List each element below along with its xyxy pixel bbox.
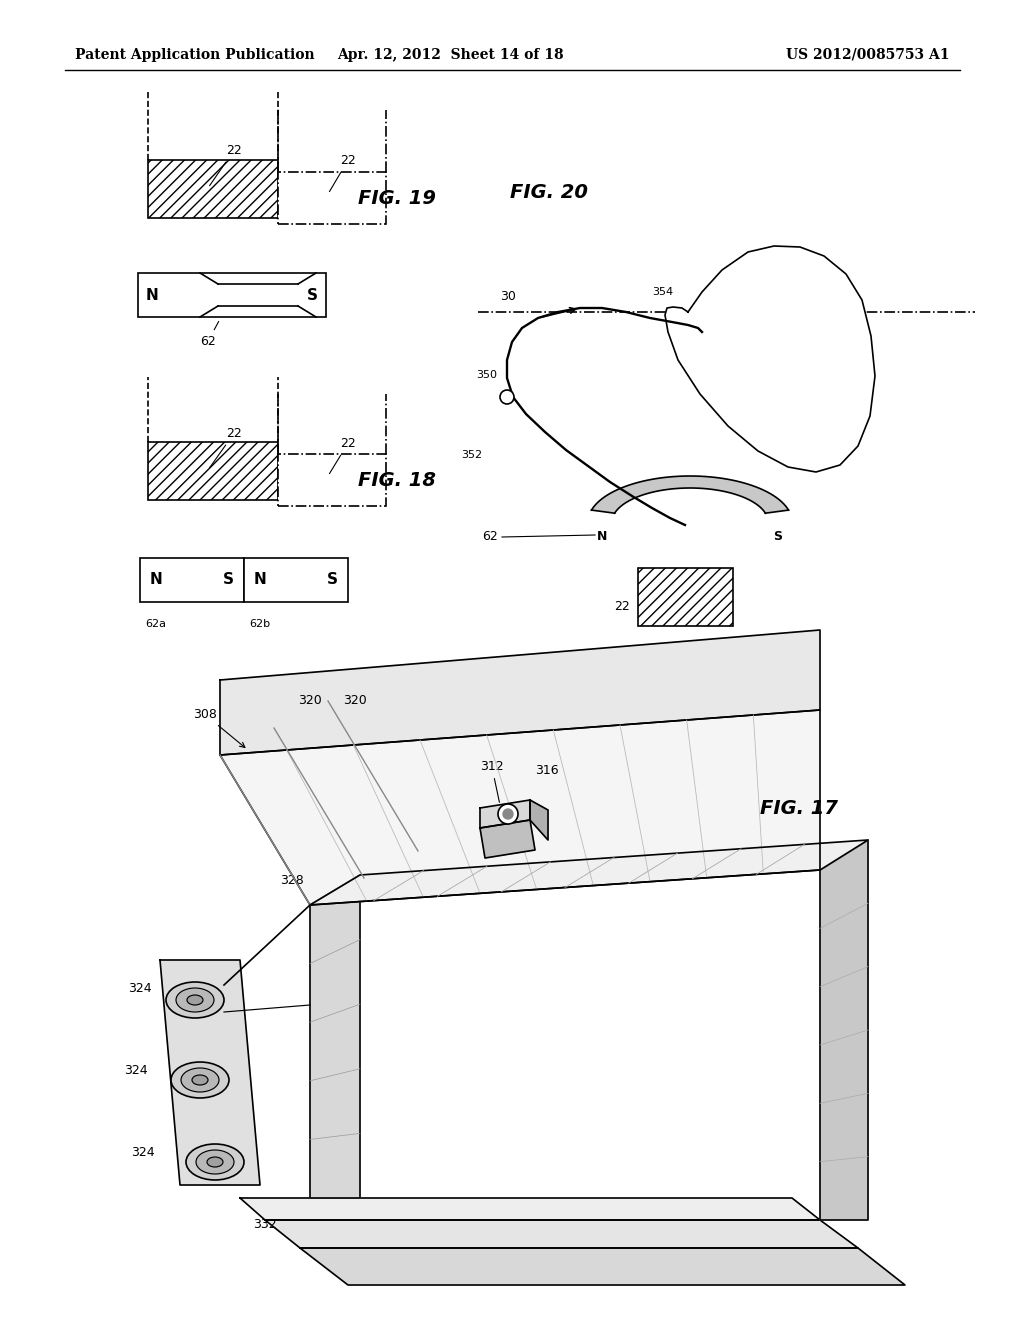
Circle shape <box>500 389 514 404</box>
Text: S: S <box>773 531 782 544</box>
Ellipse shape <box>186 1144 244 1180</box>
Circle shape <box>498 804 518 824</box>
Polygon shape <box>480 820 535 858</box>
Polygon shape <box>220 710 820 906</box>
Text: N: N <box>597 531 607 544</box>
Bar <box>148 442 278 500</box>
Polygon shape <box>220 630 820 755</box>
Bar <box>638 568 733 626</box>
Text: FIG. 19: FIG. 19 <box>358 189 436 207</box>
Text: 30: 30 <box>500 289 516 302</box>
Bar <box>244 558 348 602</box>
Text: 312: 312 <box>480 760 504 803</box>
Ellipse shape <box>196 1150 234 1173</box>
Text: 22: 22 <box>330 437 355 474</box>
Text: 62: 62 <box>482 531 498 544</box>
Text: 22: 22 <box>210 144 242 186</box>
Bar <box>140 558 244 602</box>
Text: 332: 332 <box>253 1218 276 1232</box>
Text: FIG. 18: FIG. 18 <box>358 470 436 490</box>
Ellipse shape <box>187 995 203 1005</box>
Polygon shape <box>592 477 788 513</box>
Ellipse shape <box>193 1074 208 1085</box>
Text: S: S <box>327 573 338 587</box>
Text: Apr. 12, 2012  Sheet 14 of 18: Apr. 12, 2012 Sheet 14 of 18 <box>337 48 563 62</box>
Text: N: N <box>145 288 159 302</box>
Polygon shape <box>530 800 548 840</box>
Text: 62: 62 <box>200 322 219 348</box>
Polygon shape <box>160 960 260 1185</box>
Ellipse shape <box>176 987 214 1012</box>
Bar <box>278 454 386 506</box>
Polygon shape <box>265 1220 858 1247</box>
Text: US 2012/0085753 A1: US 2012/0085753 A1 <box>786 48 950 62</box>
Text: 320: 320 <box>343 693 367 706</box>
Text: Patent Application Publication: Patent Application Publication <box>75 48 314 62</box>
Text: 22: 22 <box>614 601 630 614</box>
Ellipse shape <box>171 1063 229 1098</box>
Text: 350: 350 <box>476 370 497 380</box>
Text: N: N <box>150 573 163 587</box>
Polygon shape <box>820 840 868 1220</box>
Text: 324: 324 <box>128 982 152 994</box>
Text: 354: 354 <box>652 286 673 297</box>
Ellipse shape <box>166 982 224 1018</box>
Polygon shape <box>310 875 360 1199</box>
Text: S: S <box>222 573 233 587</box>
Polygon shape <box>240 1199 820 1220</box>
Bar <box>278 172 386 224</box>
Text: 324: 324 <box>124 1064 148 1077</box>
Text: 308: 308 <box>193 708 245 747</box>
Text: 62a: 62a <box>145 619 166 630</box>
Polygon shape <box>310 840 868 906</box>
Text: FIG. 20: FIG. 20 <box>510 183 588 202</box>
Bar <box>148 160 278 218</box>
Ellipse shape <box>207 1158 223 1167</box>
Text: S: S <box>306 288 317 302</box>
Circle shape <box>503 809 513 818</box>
Bar <box>138 273 326 317</box>
Ellipse shape <box>181 1068 219 1092</box>
Polygon shape <box>665 246 874 473</box>
Polygon shape <box>480 800 530 828</box>
Text: 328: 328 <box>280 874 304 887</box>
Text: 324: 324 <box>131 1146 155 1159</box>
Text: 22: 22 <box>210 426 242 467</box>
Text: 62b: 62b <box>249 619 270 630</box>
Text: 320: 320 <box>298 693 322 706</box>
Text: 316: 316 <box>535 763 559 776</box>
Text: N: N <box>254 573 266 587</box>
Text: 352: 352 <box>461 450 482 459</box>
Text: 22: 22 <box>330 154 355 191</box>
Text: FIG. 17: FIG. 17 <box>760 799 838 817</box>
Polygon shape <box>300 1247 905 1284</box>
